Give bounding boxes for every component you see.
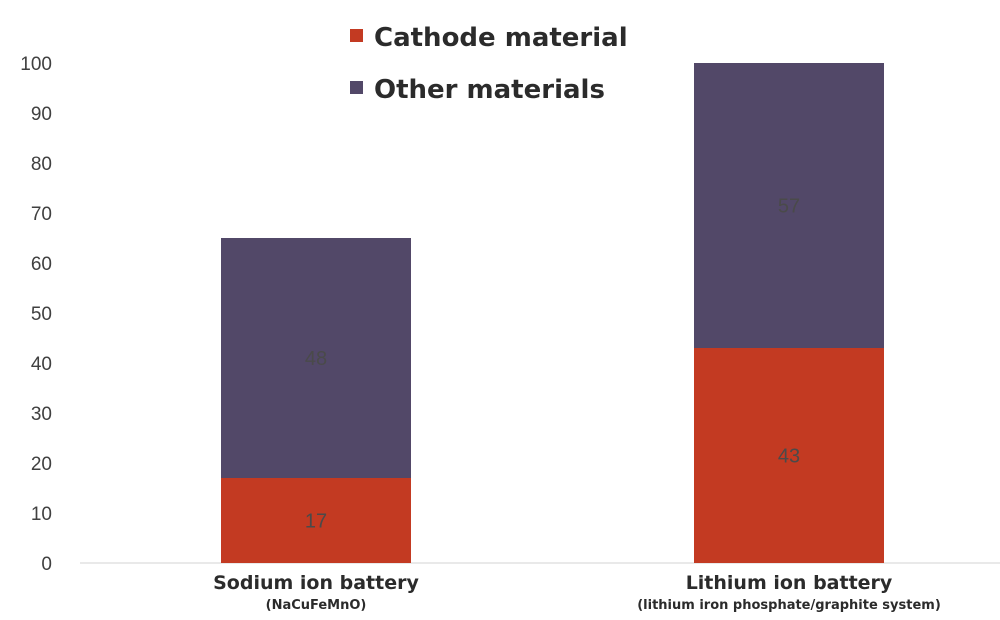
y-tick-label: 100: [20, 54, 52, 75]
legend-label: Other materials: [374, 75, 605, 105]
y-tick-label: 20: [31, 454, 52, 475]
y-tick-label: 60: [31, 254, 52, 275]
y-tick-label: 10: [31, 504, 52, 525]
x-category-sublabel: (NaCuFeMnO): [266, 598, 367, 613]
y-tick-label: 70: [31, 204, 52, 225]
data-label: 43: [778, 446, 800, 468]
bar-segment-cathode-0: [221, 478, 411, 563]
y-tick-label: 30: [31, 404, 52, 425]
legend-label: Cathode material: [374, 23, 628, 53]
y-tick-label: 80: [31, 154, 52, 175]
y-tick-label: 40: [31, 354, 52, 375]
bars-layer: 17 48 43 57: [221, 63, 884, 563]
y-tick-label: 50: [31, 304, 52, 325]
legend-swatch: [350, 81, 363, 94]
data-label: 17: [305, 511, 327, 533]
legend: Cathode material Other materials: [350, 23, 628, 105]
y-tick-label: 90: [31, 104, 52, 125]
x-category-label: Sodium ion battery: [213, 572, 419, 594]
data-label: 48: [305, 348, 327, 370]
x-category-sublabel: (lithium iron phosphate/graphite system): [637, 598, 941, 613]
x-category-label: Lithium ion battery: [686, 572, 893, 594]
bar-segment-cathode-1: [694, 348, 884, 563]
bar-segment-other-0: [221, 238, 411, 478]
data-label: 57: [778, 196, 800, 218]
category-labels: Sodium ion battery (NaCuFeMnO) Lithium ion…: [213, 572, 941, 613]
legend-swatch: [350, 29, 363, 42]
bar-segment-other-1: [694, 63, 884, 348]
y-tick-label: 0: [41, 554, 52, 575]
